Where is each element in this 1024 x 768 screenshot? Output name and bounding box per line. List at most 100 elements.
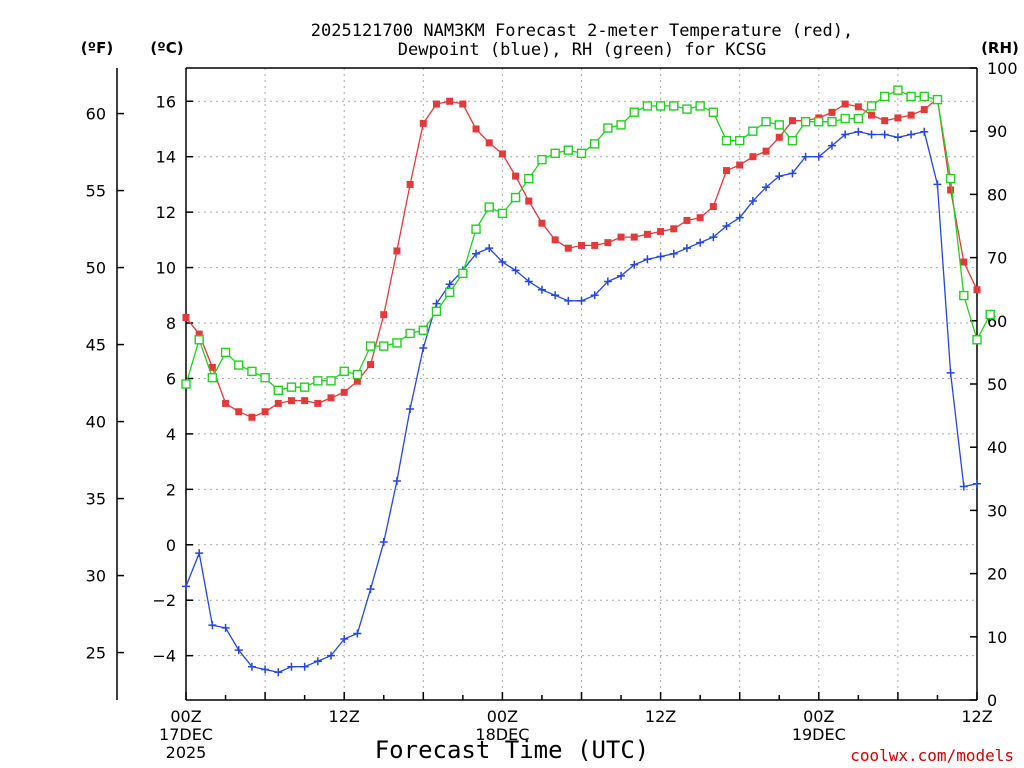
fahrenheit-tick-label: 45 <box>86 336 106 355</box>
temperature-point <box>617 233 625 241</box>
dewpoint-point <box>893 133 902 142</box>
dewpoint-point <box>973 479 981 488</box>
rh-tick-label: 80 <box>987 185 1007 204</box>
dewpoint-point <box>735 213 744 222</box>
dewpoint-point <box>406 404 415 413</box>
fahrenheit-tick-label: 40 <box>86 413 106 432</box>
temperature-point <box>841 100 849 108</box>
chart-title-line1: 2025121700 NAM3KM Forecast 2-meter Tempe… <box>311 21 853 41</box>
temperature-point <box>222 399 230 407</box>
dewpoint-point <box>630 260 639 269</box>
rh-point <box>945 173 956 184</box>
chart-title-line2: Dewpoint (blue), RH (green) for KCSG <box>398 40 766 60</box>
rh-tick-label: 10 <box>987 628 1007 647</box>
rh-point <box>418 325 428 335</box>
dewpoint-point <box>419 343 428 352</box>
rh-point <box>339 366 349 377</box>
x-tick-label: 00Z <box>487 707 518 726</box>
dewpoint-point <box>234 646 243 655</box>
data-series <box>181 85 995 677</box>
rh-point <box>787 135 798 146</box>
dewpoint-point <box>524 277 533 286</box>
x-tick-label: 2025 <box>166 743 207 762</box>
temperature-point <box>472 125 480 133</box>
rh-point <box>774 120 784 130</box>
fahrenheit-unit-label: (ºF) <box>81 39 113 57</box>
dewpoint-point <box>221 623 230 632</box>
temperature-point <box>683 216 691 224</box>
rh-tick-label: 50 <box>987 375 1007 394</box>
temperature-point <box>868 111 876 119</box>
dewpoint-point <box>537 285 546 294</box>
temperature-point <box>498 150 506 158</box>
fahrenheit-tick-label: 25 <box>86 644 106 663</box>
temperature-point <box>670 225 678 233</box>
temperature-point <box>960 258 968 266</box>
rh-point <box>234 360 244 370</box>
rh-point <box>563 145 574 155</box>
temperature-point <box>353 377 361 385</box>
dewpoint-point <box>841 130 850 139</box>
temperature-point <box>459 100 467 108</box>
x-tick-label: 12Z <box>645 707 676 726</box>
rh-point <box>985 309 995 320</box>
dewpoint-point <box>867 130 876 139</box>
fahrenheit-tick-label: 55 <box>86 182 106 201</box>
temperature-point <box>947 186 955 194</box>
dewpoint-point <box>696 238 705 247</box>
temperature-point <box>195 330 203 338</box>
dewpoint-point <box>801 152 810 161</box>
celsius-tick-label: −2 <box>152 591 176 610</box>
dewpoint-point <box>366 585 375 594</box>
temperature-point <box>564 244 572 252</box>
temperature-point <box>973 286 981 294</box>
dewpoint-point <box>590 291 599 300</box>
dewpoint-point <box>247 662 256 671</box>
dewpoint-point <box>577 296 586 305</box>
temperature-point <box>894 114 902 122</box>
dewpoint-point <box>195 549 204 558</box>
rh-point <box>721 135 732 146</box>
dewpoint-point <box>379 538 388 546</box>
rh-point <box>748 126 758 136</box>
rh-point <box>840 113 850 124</box>
rh-point <box>194 335 204 345</box>
dewpoint-point <box>564 296 573 305</box>
dewpoint-point <box>208 621 217 630</box>
dewpoint-point <box>775 172 784 181</box>
rh-tick-label: 0 <box>987 691 997 710</box>
temperature-point <box>314 399 322 407</box>
dewpoint-point <box>722 222 731 230</box>
dewpoint-point <box>300 662 309 671</box>
rh-point <box>880 91 890 102</box>
dewpoint-point <box>669 249 678 258</box>
dewpoint-point <box>392 477 401 486</box>
rh-tick-label: 90 <box>987 122 1007 141</box>
axes: 25 30 35 40 45 50 55 60 −4 −2 0 2 4 6 8 10 12 14 16 0 10 20 30… <box>86 59 1018 762</box>
rh-point <box>444 287 455 298</box>
celsius-tick-label: 10 <box>156 259 176 278</box>
temperature-point <box>287 397 295 405</box>
x-axis-title: Forecast Time (UTC) <box>375 736 650 764</box>
rh-tick-label: 70 <box>987 249 1007 268</box>
rh-point <box>326 376 336 386</box>
temperature-point <box>775 133 783 141</box>
celsius-tick-label: 14 <box>156 148 176 167</box>
temperature-point <box>578 241 585 249</box>
fahrenheit-tick-label: 30 <box>86 567 106 586</box>
temperature-point <box>301 397 309 405</box>
rh-point <box>576 148 587 159</box>
fahrenheit-tick-label: 50 <box>86 259 106 278</box>
rh-point <box>471 224 481 234</box>
rh-point <box>800 117 811 127</box>
dewpoint-point <box>643 255 652 264</box>
x-tick-label: 00Z <box>803 707 834 726</box>
temperature-point <box>736 161 744 169</box>
temperature-point <box>630 233 638 241</box>
rh-point <box>286 382 297 392</box>
dewpoint-point <box>854 127 863 136</box>
rh-point <box>299 382 310 392</box>
fahrenheit-tick-label: 35 <box>86 490 106 509</box>
rh-point <box>365 341 376 351</box>
rh-point <box>906 91 916 102</box>
